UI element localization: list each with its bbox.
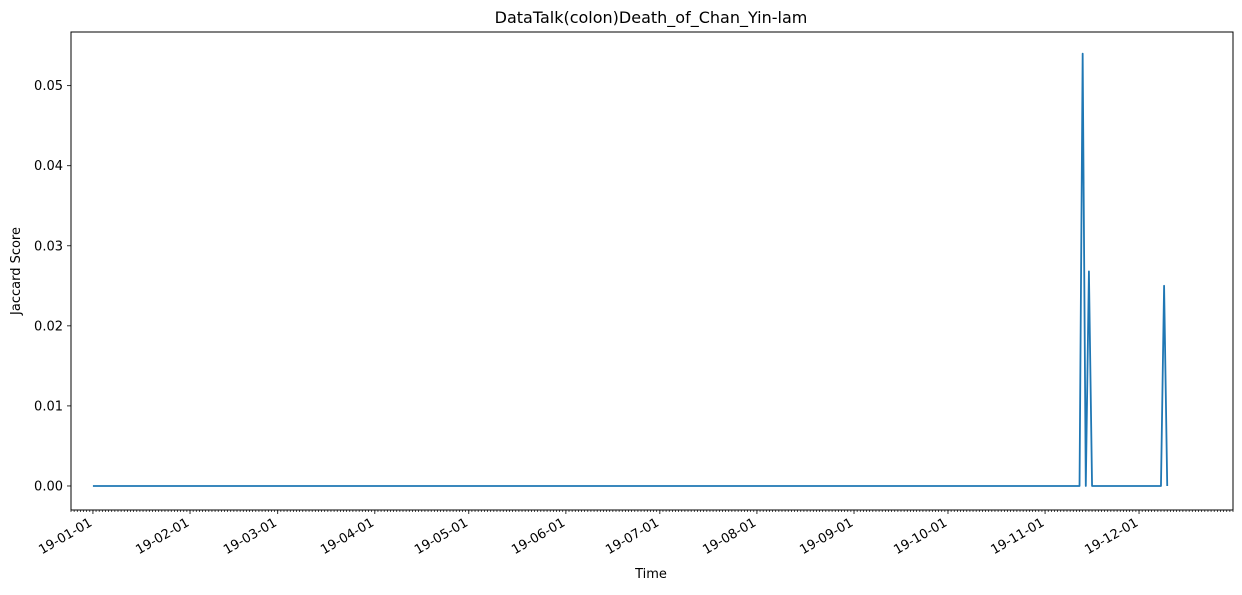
y-tick-label: 0.05 — [34, 79, 63, 94]
y-axis-label: Jaccard Score — [9, 227, 24, 316]
y-tick-label: 0.02 — [34, 319, 63, 334]
series-layer — [92, 52, 1169, 487]
plot-area-frame — [70, 31, 1234, 511]
series-line-0 — [92, 52, 1169, 487]
y-tick-label: 0.03 — [34, 239, 63, 254]
y-axis-ticks: 0.00 0.01 0.02 0.03 0.04 0.05 — [34, 79, 71, 494]
y-tick-label: 0.00 — [34, 479, 63, 494]
chart-title: DataTalk(colon)Death_of_Chan_Yin-lam — [495, 8, 808, 28]
y-tick-label: 0.01 — [34, 399, 63, 414]
x-axis-label: Time — [634, 567, 667, 582]
y-tick-label: 0.04 — [34, 159, 63, 174]
